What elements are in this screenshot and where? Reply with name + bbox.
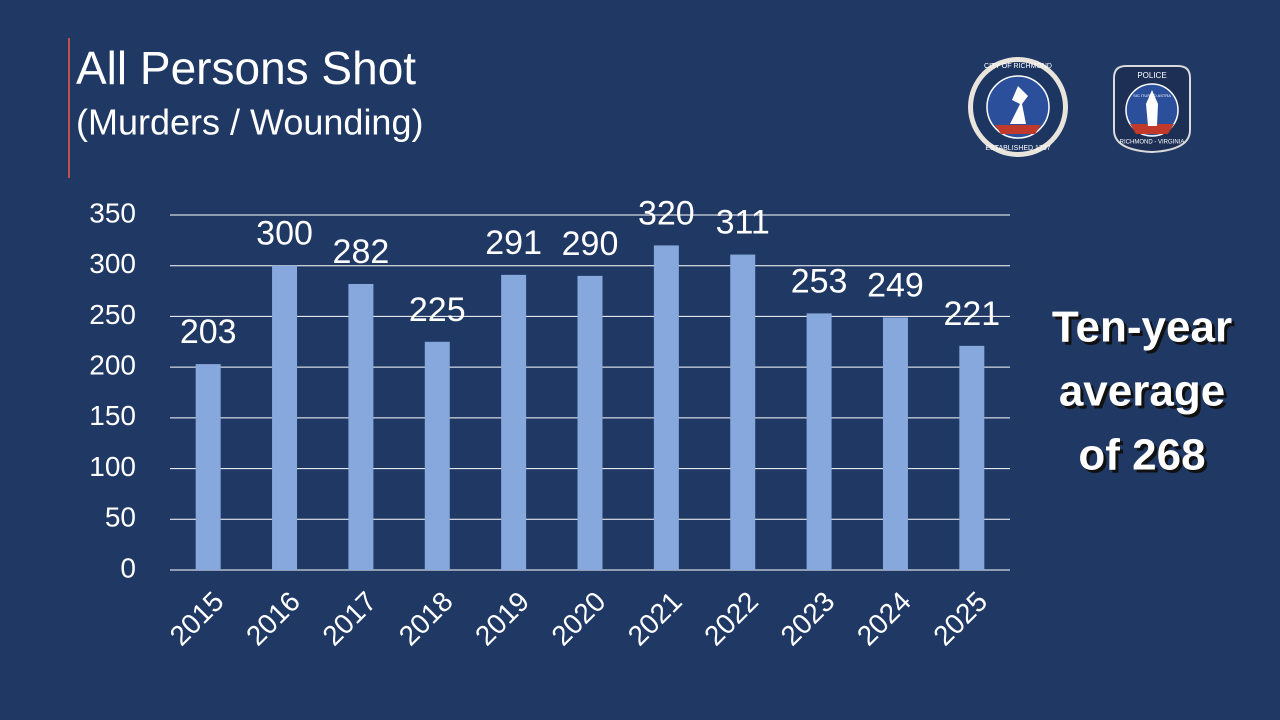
- bar: [501, 274, 527, 570]
- seal-bottom-text: ESTABLISHED 1737: [985, 145, 1050, 152]
- badge-bottom-text: RICHMOND - VIRGINIA: [1120, 140, 1185, 146]
- y-tick-label: 300: [89, 248, 136, 279]
- city-seal: CITY OF RICHMOND ESTABLISHED 1737: [968, 57, 1068, 157]
- badge-top-text: POLICE: [1137, 71, 1166, 80]
- y-tick-label: 100: [89, 451, 136, 482]
- bar: [195, 364, 221, 570]
- bar: [577, 275, 603, 570]
- annotation: of 268: [1078, 431, 1205, 480]
- police-badge: POLICE SIC ITUR AD ASTRA RICHMOND - VIRG…: [1113, 65, 1191, 154]
- y-tick-label: 250: [89, 299, 136, 330]
- annotation: Ten-year: [1052, 303, 1232, 352]
- data-label: 311: [716, 204, 770, 242]
- data-label: 249: [867, 266, 924, 304]
- data-label: 221: [943, 295, 1000, 333]
- seal-center: [986, 75, 1050, 139]
- annotation: average: [1059, 367, 1225, 416]
- y-tick-label: 150: [89, 400, 136, 431]
- y-tick-label: 0: [120, 552, 136, 583]
- bar: [272, 265, 298, 570]
- bar: [882, 317, 908, 570]
- bar: [730, 254, 756, 571]
- data-label: 253: [791, 262, 848, 300]
- chart-title: All Persons Shot: [76, 42, 416, 94]
- data-label: 225: [409, 291, 466, 329]
- seal-top-text: CITY OF RICHMOND: [984, 63, 1052, 70]
- badge-motto: SIC ITUR AD ASTRA: [1133, 93, 1171, 98]
- badge-figure: [1146, 90, 1158, 126]
- bar: [653, 245, 679, 570]
- data-label: 203: [180, 313, 237, 351]
- seal-base: [995, 125, 1041, 134]
- y-tick-label: 350: [89, 197, 136, 228]
- bar: [806, 313, 832, 570]
- bar: [348, 283, 374, 570]
- data-label: 291: [485, 224, 542, 262]
- annotation-shadow: Ten-year: [1055, 306, 1235, 355]
- data-label: 300: [256, 215, 313, 253]
- bar: [959, 345, 985, 570]
- chart-subtitle: (Murders / Wounding): [76, 102, 423, 143]
- y-tick-label: 50: [105, 502, 136, 533]
- y-tick-label: 200: [89, 350, 136, 381]
- bar: [424, 341, 450, 570]
- annotation-shadow: average: [1062, 370, 1228, 419]
- badge-base: [1130, 124, 1174, 134]
- data-label: 290: [562, 225, 619, 263]
- data-label: 282: [333, 233, 390, 271]
- seal-figure: [1010, 86, 1028, 124]
- data-label: 320: [638, 194, 695, 232]
- annotation-shadow: of 268: [1081, 434, 1208, 483]
